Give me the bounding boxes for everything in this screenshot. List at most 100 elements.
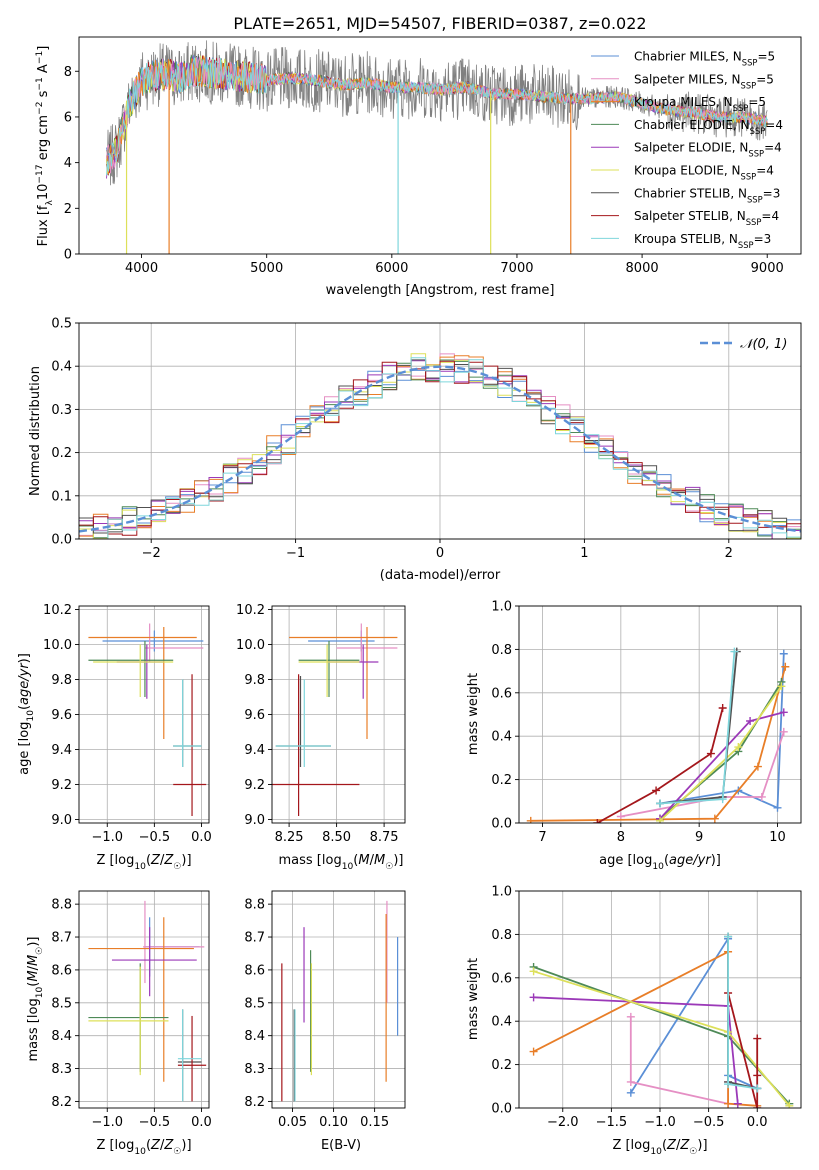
massweight-vs-age-marker xyxy=(753,762,762,771)
massweight-vs-Z-xtick-label: 0.0 xyxy=(747,1115,768,1130)
age-vs-mass-xtick-label: 8.75 xyxy=(370,830,399,845)
gaussian-reference-line xyxy=(79,365,801,533)
massweight-vs-age-marker xyxy=(777,682,786,691)
massweight-vs-Z-xtick-label: −1.0 xyxy=(644,1115,676,1130)
spectrum-legend-label: Kroupa ELODIE, NSSP=4 xyxy=(634,164,774,182)
spectrum-plot-area xyxy=(106,40,768,254)
massweight-vs-age-series-line xyxy=(659,653,785,810)
spectrum-xtick-label: 8000 xyxy=(626,261,659,276)
massweight-vs-Z-marker xyxy=(753,1084,762,1093)
massweight-vs-age-marker xyxy=(779,727,788,736)
mass-vs-EBV-frame: 0.05 0.10 0.15 8.2 8.3 8.4 8.5 8.6 8.7 8.8 xyxy=(244,890,406,1130)
mass-vs-EBV-ytick-label: 8.7 xyxy=(244,931,265,946)
mass-vs-Z-ytick-label: 8.6 xyxy=(51,963,72,978)
mass-vs-EBV-ytick-label: 8.6 xyxy=(244,963,265,978)
mass-vs-Z-xtick-label: 0.0 xyxy=(191,1115,212,1130)
massweight-vs-Z-marker xyxy=(626,1088,635,1097)
age-vs-mass-ytick-label: 9.8 xyxy=(244,673,265,688)
massweight-vs-age-plot-area xyxy=(526,647,790,823)
residuals-ytick-label: 0.1 xyxy=(51,489,72,504)
age-vs-Z-ytick-label: 9.8 xyxy=(51,673,72,688)
massweight-vs-Z-ytick-label: 1.0 xyxy=(491,885,512,900)
spectrum-legend-label: Kroupa STELIB, NSSP=3 xyxy=(634,232,771,250)
age-vs-mass-ytick-label: 9.2 xyxy=(244,778,265,793)
age-vs-Z-ylabel: age [log10(age/yr)] xyxy=(17,653,36,775)
massweight-vs-age-spine xyxy=(518,605,802,824)
age-vs-Z-xlabel: Z [log10(Z/Z☉)] xyxy=(96,853,191,872)
massweight-vs-age-marker xyxy=(652,786,661,795)
mass-vs-Z-spine xyxy=(78,890,210,1109)
spectrum-legend-label: Chabrier MILES, NSSP=5 xyxy=(634,50,775,68)
mass-vs-Z-xtick-label: −1.0 xyxy=(91,1115,123,1130)
residuals-ytick-label: 0.5 xyxy=(51,317,72,332)
mass-vs-EBV-ytick-label: 8.4 xyxy=(244,1029,265,1044)
massweight-vs-age-marker xyxy=(593,819,602,823)
residual-xlabel: (data-model)/error xyxy=(380,568,501,583)
age-vs-mass-plot-area xyxy=(272,623,398,816)
age-vs-Z-plot-area xyxy=(88,623,207,816)
residuals-xtick-label: 2 xyxy=(725,546,733,561)
massweight-vs-Z-ytick-label: 0.6 xyxy=(491,971,512,986)
spectrum-legend-label: Salpeter STELIB, NSSP=4 xyxy=(634,209,779,227)
massweight-vs-age-ytick-label: 0.0 xyxy=(491,817,512,832)
massweight-vs-Z-ytick-label: 0.8 xyxy=(491,928,512,943)
massweight-vs-Z-marker xyxy=(626,1077,635,1086)
mass-vs-Z-frame: −1.0 −0.5 0.0 8.2 8.3 8.4 8.5 8.6 8.7 8.8 xyxy=(51,890,212,1130)
mass-vs-Z-ytick-label: 8.4 xyxy=(51,1029,72,1044)
spectrum-ytick-label: 4 xyxy=(64,156,72,171)
massweight-vs-Z-marker xyxy=(724,932,733,941)
mass-vs-EBV-xtick-label: 0.15 xyxy=(360,1115,389,1130)
massweight-vs-age-ytick-label: 1.0 xyxy=(491,600,512,615)
spectrum-ylabel: Flux [fλ10−17 erg cm−2 s−1 A−1] xyxy=(35,46,55,247)
massweight-vs-Z-marker xyxy=(753,1034,762,1043)
residuals-xtick-label: −2 xyxy=(142,546,161,561)
age-vs-mass-xtick-label: 8.50 xyxy=(322,830,351,845)
massweight-vs-age-xtick-label: 10 xyxy=(769,830,786,845)
massweight-vs-Z-marker xyxy=(724,1080,733,1089)
mass-vs-Z-xlabel: Z [log10(Z/Z☉)] xyxy=(96,1138,191,1157)
spectrum-xtick-label: 7000 xyxy=(500,261,533,276)
age-vs-Z-xtick-label: 0.0 xyxy=(191,830,212,845)
age-vs-mass-ytick-label: 10.0 xyxy=(236,638,265,653)
age-vs-mass-xtick-label: 8.25 xyxy=(275,830,304,845)
residuals-ytick-label: 0.4 xyxy=(51,360,72,375)
residuals-ytick-label: 0.0 xyxy=(51,533,72,548)
massweight-vs-age-series-line xyxy=(596,707,724,823)
age-vs-Z-ytick-label: 9.4 xyxy=(51,743,72,758)
mass-vs-Z-ytick-label: 8.2 xyxy=(51,1095,72,1110)
mass-vs-EBV-plot-area xyxy=(281,900,399,1102)
spectrum-title: PLATE=2651, MJD=54507, FIBERID=0387, z=0… xyxy=(233,14,646,33)
massweight-vs-age-xtick-label: 7 xyxy=(538,830,546,845)
spectrum-ytick-label: 8 xyxy=(64,65,72,80)
mass-vs-EBV-xlabel: E(B-V) xyxy=(321,1138,361,1153)
massweight-vs-age-xtick-label: 9 xyxy=(695,830,703,845)
massweight-vs-age-marker xyxy=(779,649,788,658)
massweight-vs-age-frame: 7 8 9 10 0.0 0.2 0.4 0.6 0.8 1.0 xyxy=(491,600,802,845)
massweight-vs-Z-xlabel: Z [log10(Z/Z☉)] xyxy=(612,1138,707,1157)
mass-vs-EBV-ytick-label: 8.2 xyxy=(244,1095,265,1110)
mass-vs-Z-ytick-label: 8.5 xyxy=(51,996,72,1011)
age-vs-mass-ytick-label: 9.6 xyxy=(244,708,265,723)
mass-vs-EBV-ytick-label: 8.3 xyxy=(244,1062,265,1077)
mass-vs-EBV-spine xyxy=(271,890,406,1109)
massweight-vs-Z-ylabel: mass weight xyxy=(466,958,481,1040)
age-vs-mass-xlabel: mass [log10(M/M☉)] xyxy=(279,853,404,872)
massweight-vs-age-marker xyxy=(757,792,766,801)
massweight-vs-age-marker xyxy=(779,708,788,717)
spectrum-model-line xyxy=(106,57,768,176)
spectrum-xtick-label: 4000 xyxy=(125,261,158,276)
spectrum-ytick-label: 2 xyxy=(64,202,72,217)
massweight-vs-age-marker xyxy=(781,662,790,671)
mass-vs-Z-ytick-label: 8.8 xyxy=(51,898,72,913)
massweight-vs-Z-ytick-label: 0.2 xyxy=(491,1058,512,1073)
massweight-vs-Z-marker xyxy=(785,1101,794,1108)
age-vs-Z-axes xyxy=(79,606,209,823)
residual-ylabel: Normed distribution xyxy=(28,366,43,496)
spectrum-ytick-label: 6 xyxy=(64,110,72,125)
massweight-vs-age-marker xyxy=(746,717,755,726)
massweight-vs-Z-frame: −2.0 −1.5 −1.0 −0.5 0.0 0.0 0.2 0.4 0.6 0.8 1.0 xyxy=(491,885,802,1130)
massweight-vs-age-marker xyxy=(734,743,743,752)
spectrum-legend-label: Kroupa MILES, NSSP=5 xyxy=(634,95,766,113)
massweight-vs-Z-plot-area xyxy=(529,932,794,1108)
massweight-vs-Z-xtick-label: −2.0 xyxy=(547,1115,579,1130)
